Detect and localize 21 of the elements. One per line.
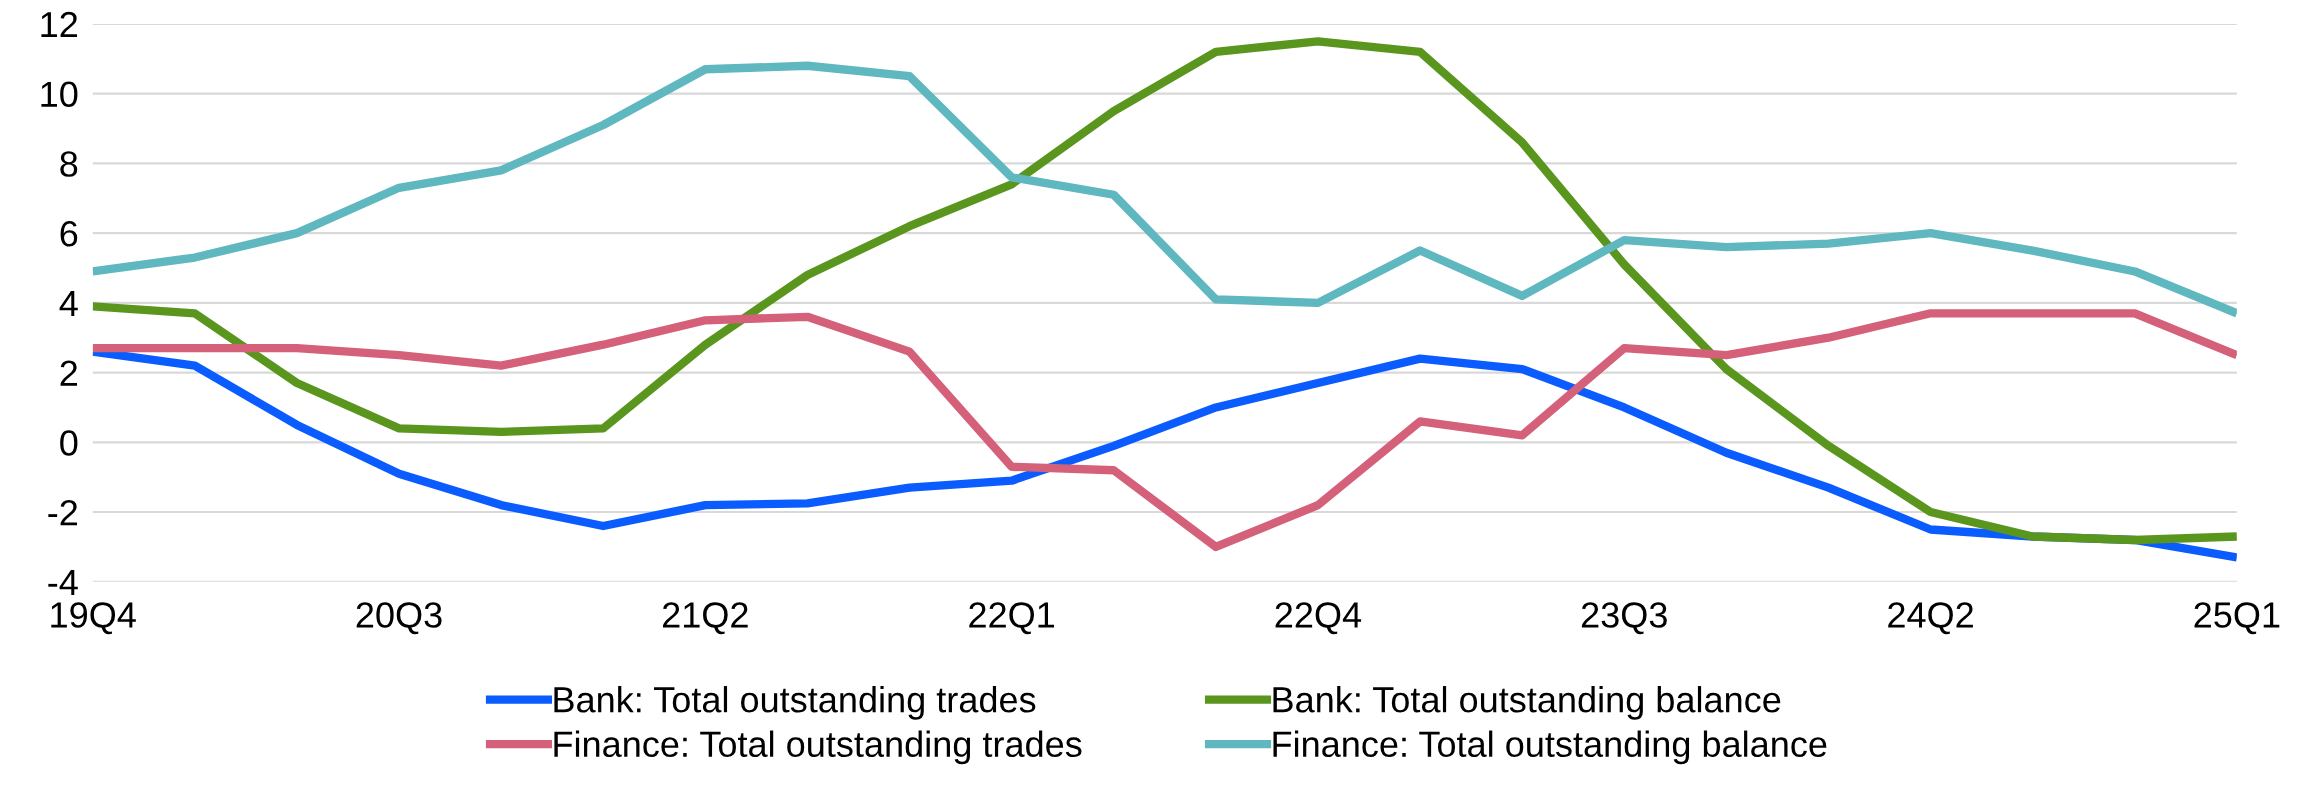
legend-label: Bank: Total outstanding balance <box>1273 686 1781 720</box>
x-tick-label: 22Q4 <box>1275 602 1362 635</box>
x-tick-label: 23Q3 <box>1581 602 1667 635</box>
y-tick-label: 4 <box>59 291 78 316</box>
y-tick-label: -4 <box>48 570 78 595</box>
y-tick-label: 2 <box>60 360 78 386</box>
y-tick-label: 10 <box>41 81 78 108</box>
legend-label: Finance: Total outstanding balance <box>1273 730 1827 765</box>
x-tick-label: 21Q2 <box>662 602 748 635</box>
x-tick-label: 22Q1 <box>969 602 1055 635</box>
x-tick-label: 25Q1 <box>2194 602 2280 635</box>
y-tick-label: 6 <box>60 220 78 247</box>
x-tick-label: 24Q2 <box>1888 602 1973 635</box>
x-tick-label: 19Q4 <box>51 602 136 635</box>
y-tick-label: 0 <box>60 430 78 456</box>
legend-label: Bank: Total outstanding trades <box>554 686 1036 720</box>
x-tick-label: 20Q3 <box>356 602 442 635</box>
y-tick-label: -2 <box>48 499 78 526</box>
legend-label: Finance: Total outstanding trades <box>554 730 1082 765</box>
y-tick-label: 12 <box>41 11 78 37</box>
y-tick-label: 8 <box>60 151 78 177</box>
